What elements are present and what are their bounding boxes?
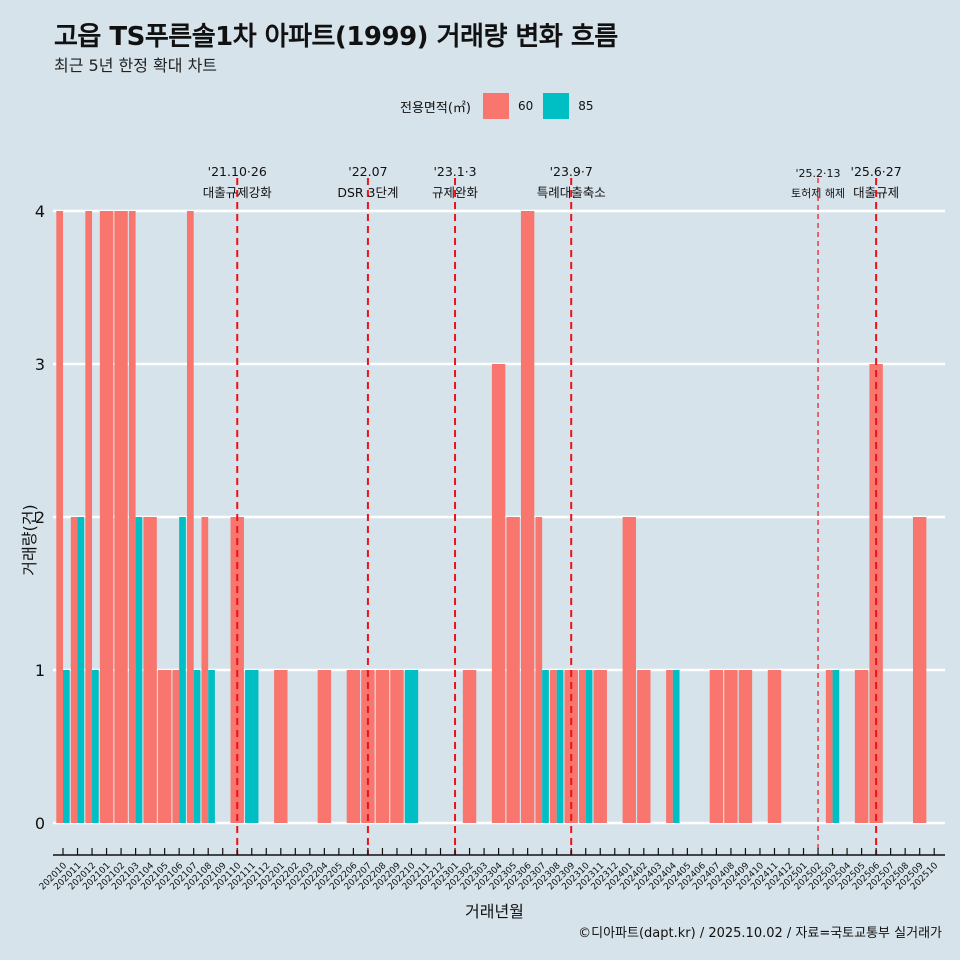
annotation-date: '23.1·3 xyxy=(433,164,476,179)
bars xyxy=(56,211,927,823)
bar-60 xyxy=(462,670,477,823)
annotation-label: 대출규제강화 xyxy=(203,185,273,200)
bar-60 xyxy=(666,670,673,823)
legend-title: 전용면적(㎡) xyxy=(400,100,471,116)
bar-60 xyxy=(375,670,390,823)
bar-60 xyxy=(114,211,128,823)
annotation-label: DSR 3단계 xyxy=(337,185,398,200)
y-tick-label: 3 xyxy=(35,355,45,374)
annotation-date: '25.2·13 xyxy=(796,167,841,180)
bar-60 xyxy=(157,670,172,823)
bar-60 xyxy=(85,211,93,823)
bar-85 xyxy=(135,517,143,823)
bar-85 xyxy=(77,517,85,823)
bar-60 xyxy=(128,211,136,823)
bar-85 xyxy=(542,670,549,823)
y-axis-label: 거래량(건) xyxy=(20,504,39,576)
bar-85 xyxy=(556,670,564,823)
bar-60 xyxy=(346,670,361,823)
bar-85 xyxy=(672,670,680,823)
bar-60 xyxy=(825,670,833,823)
bar-60 xyxy=(869,364,883,823)
bar-60 xyxy=(520,211,535,823)
legend-swatch-85 xyxy=(543,93,570,119)
bar-60 xyxy=(912,517,927,823)
legend-label-60: 60 xyxy=(517,99,534,113)
legend-label-85: 85 xyxy=(578,99,594,113)
bar-85 xyxy=(193,670,201,823)
y-tick-label: 4 xyxy=(35,202,45,221)
bar-60 xyxy=(724,670,738,823)
annotation-label: 규제완화 xyxy=(432,185,479,200)
annotation-label: 특례대출축소 xyxy=(537,185,606,200)
annotation-label: 토허제 해제 xyxy=(791,186,845,200)
x-axis: 2020102020112020122021012021022021032021… xyxy=(38,848,945,892)
bar-85 xyxy=(208,670,215,823)
bar-60 xyxy=(186,211,194,823)
bar-85 xyxy=(179,517,186,823)
y-tick-label: 2 xyxy=(35,508,45,527)
bar-60 xyxy=(172,670,180,823)
bar-60 xyxy=(767,670,782,823)
annotation-date: '25.6·27 xyxy=(851,164,902,179)
bar-85 xyxy=(63,670,70,823)
bar-60 xyxy=(709,670,724,823)
bar-85 xyxy=(245,670,259,823)
annotation-date: '22.07 xyxy=(348,164,387,179)
chart-title: 고읍 TS푸른솔1차 아파트(1999) 거래량 변화 흐름 xyxy=(54,22,618,52)
x-axis-label: 거래년월 xyxy=(465,902,524,921)
bar-60 xyxy=(506,517,520,823)
legend: 전용면적(㎡) 60 85 xyxy=(400,93,604,119)
annotation-label: 대출규제 xyxy=(853,185,899,200)
bar-60 xyxy=(143,517,157,823)
bar-85 xyxy=(832,670,840,823)
bar-60 xyxy=(579,670,586,823)
bar-60 xyxy=(637,670,651,823)
bar-60 xyxy=(854,670,869,823)
bar-60 xyxy=(201,517,209,823)
bar-60 xyxy=(99,211,114,823)
bar-60 xyxy=(56,211,63,823)
bar-60 xyxy=(274,670,288,823)
bar-60 xyxy=(390,670,404,823)
bar-60 xyxy=(317,670,332,823)
legend-swatch-60 xyxy=(482,93,509,119)
source-footer: ©디아파트(dapt.kr) / 2025.10.02 / 자료=국토교통부 실… xyxy=(578,926,942,941)
chart-subtitle: 최근 5년 한정 확대 차트 xyxy=(54,56,218,75)
bar-60 xyxy=(535,517,543,823)
bar-85 xyxy=(404,670,419,823)
bar-60 xyxy=(70,517,78,823)
y-tick-label: 1 xyxy=(35,661,45,680)
y-tick-labels: 0 1 2 3 4 xyxy=(35,202,45,833)
bar-60 xyxy=(622,517,636,823)
annotation-date: '21.10·26 xyxy=(208,164,267,179)
annotation-date: '23.9·7 xyxy=(550,164,593,179)
y-tick-label: 0 xyxy=(35,814,45,833)
bar-60 xyxy=(738,670,753,823)
bar-60 xyxy=(549,670,557,823)
bar-85 xyxy=(585,670,593,823)
bar-60 xyxy=(593,670,607,823)
bar-60 xyxy=(491,364,506,823)
annotation-lines: '21.10·26 대출규제강화 '22.07 DSR 3단계 '23.1·3 규제완화 '… xyxy=(203,164,902,855)
bar-85 xyxy=(92,670,99,823)
